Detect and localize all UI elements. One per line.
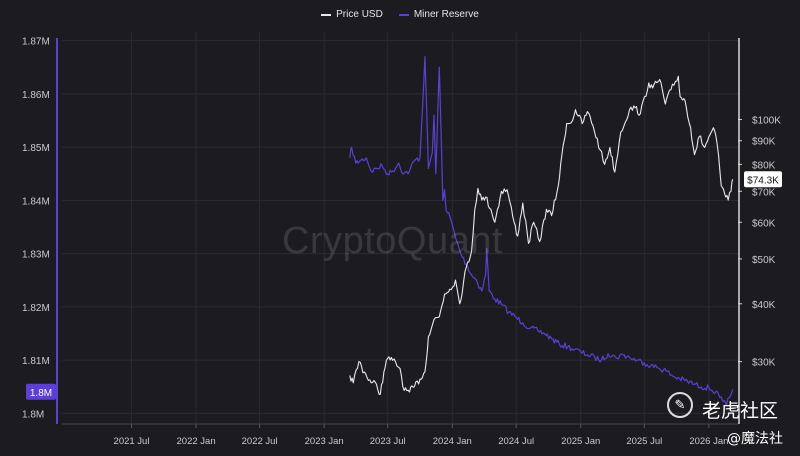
y-right-tick-label: $50K <box>752 255 776 266</box>
y-left-tick-label: 1.83M <box>22 250 50 261</box>
series-layer <box>349 56 734 406</box>
y-right-tick-label: $90K <box>752 137 776 148</box>
x-tick-label: 2024 Jan <box>433 436 472 447</box>
price-tag-label: $74.3K <box>747 175 779 186</box>
reserve-tag-label: 1.8M <box>30 388 52 399</box>
reserve-tag-box <box>26 383 56 400</box>
y-left-tick-label: 1.82M <box>22 303 50 314</box>
legend-label-miner-reserve: Miner Reserve <box>413 9 479 20</box>
x-tick-label: 2021 Jul <box>114 436 150 447</box>
x-tick-label: 2023 Jan <box>305 436 344 447</box>
series-line-miner-reserve <box>349 56 734 406</box>
legend-swatch-miner-reserve <box>398 13 409 16</box>
axes <box>56 38 742 428</box>
legend-label-price: Price USD <box>336 9 383 20</box>
y-right-tick-label: $30K <box>752 358 776 369</box>
x-tick-label: 2025 Jul <box>626 436 662 447</box>
y-left-tick-label: 1.87M <box>22 37 50 48</box>
y-left-tick-label: 1.85M <box>22 143 50 154</box>
y-right-tick-label: $60K <box>752 218 776 229</box>
social-handle: @魔法社 <box>727 431 783 447</box>
gridlines <box>62 32 738 424</box>
x-tick-label: 2026 Jan <box>689 436 728 447</box>
y-right-tick-label: $100K <box>752 116 781 127</box>
legend-item-miner-reserve[interactable]: Miner Reserve <box>398 9 479 20</box>
y-left-tick-label: 1.8M <box>22 409 44 420</box>
y-left-tick-label: 1.84M <box>22 196 50 207</box>
y-left-tick-label: 1.86M <box>22 90 50 101</box>
x-tick-label: 2022 Jul <box>242 436 278 447</box>
tick-labels: 1.8M 1.81M 1.82M 1.83M 1.84M 1.85M 1.86M 1.87M 2… <box>22 37 781 447</box>
y-right-tick-label: $40K <box>752 300 776 311</box>
x-tick-label: 2022 Jan <box>177 436 216 447</box>
social-name: 老虎社区 <box>702 400 779 422</box>
value-tags: $74.3K 1.8M <box>26 171 782 400</box>
legend: Price USD Miner Reserve <box>0 9 800 20</box>
legend-item-price[interactable]: Price USD <box>321 9 383 20</box>
social-logo-icon: ✎ <box>667 392 693 418</box>
x-tick-label: 2024 Jul <box>498 436 534 447</box>
series-line-price <box>349 75 734 395</box>
x-tick-label: 2025 Jan <box>561 436 600 447</box>
legend-swatch-price <box>321 13 332 16</box>
y-right-tick-label: $70K <box>752 187 776 198</box>
y-left-tick-label: 1.81M <box>22 356 50 367</box>
x-tick-label: 2023 Jul <box>370 436 406 447</box>
watermark: CryptoQuant <box>282 220 503 262</box>
y-right-tick-label: $80K <box>752 160 776 171</box>
price-tag-box <box>744 171 782 188</box>
